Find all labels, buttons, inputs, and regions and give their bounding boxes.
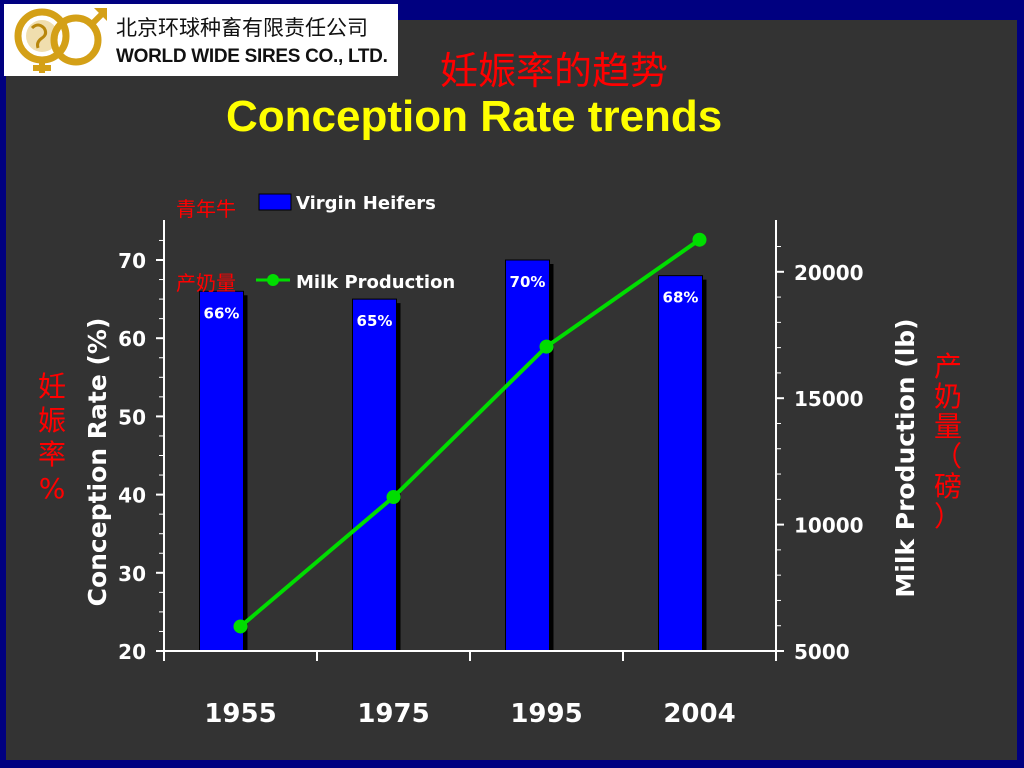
company-name-english: WORLD WIDE SIRES CO., LTD. — [116, 46, 388, 67]
gender-symbols-globe-icon — [14, 8, 107, 73]
virgin-heifers-chinese-label: 青年牛 — [176, 197, 236, 221]
bar — [505, 259, 550, 652]
right-axis-tick-label: 20000 — [794, 261, 864, 285]
right-axis-tick-label: 5000 — [794, 640, 850, 664]
legend-virgin-heifers-label: Virgin Heifers — [296, 193, 436, 214]
right-axis-chinese-char: （ — [934, 440, 962, 473]
milk-production-point — [692, 232, 707, 247]
right-axis-chinese-char: ） — [934, 500, 962, 533]
right-axis-tick-label: 15000 — [794, 387, 864, 411]
x-axis-tick-label: 1975 — [357, 699, 429, 729]
milk-production-point — [233, 619, 248, 634]
right-axis-tick-label: 10000 — [794, 514, 864, 538]
milk-production-chinese-label: 产奶量 — [176, 271, 236, 295]
x-axis-tick-label: 2004 — [663, 699, 735, 729]
left-axis-tick-label: 60 — [118, 327, 146, 351]
chart-axes: 20 30 40 50 60 70 5000 10000 15000 20000 1955 1975 1… — [83, 220, 920, 729]
left-axis-chinese-char: 娠 — [38, 404, 66, 437]
legend-virgin-heifers-swatch — [258, 193, 292, 211]
right-axis-chinese-char: 磅 — [934, 470, 962, 503]
x-axis-tick-label: 1995 — [510, 699, 582, 729]
left-axis-title: Conception Rate (%) — [83, 318, 112, 607]
bar — [658, 275, 703, 652]
right-axis-chinese-char: 量 — [934, 410, 962, 443]
bar-series: 66% 65% 70% 68% — [199, 259, 707, 652]
bar-data-label: 66% — [204, 304, 240, 322]
milk-production-point — [386, 490, 401, 505]
company-logo: 北京环球种畜有限责任公司 WORLD WIDE SIRES CO., LTD. — [4, 4, 398, 76]
left-axis-tick-label: 20 — [118, 640, 146, 664]
milk-production-point — [539, 339, 554, 354]
bar-data-label: 65% — [357, 312, 393, 330]
x-axis-tick-label: 1955 — [204, 699, 276, 729]
legend-milk-production-marker — [267, 274, 279, 286]
left-axis-tick-label: 50 — [118, 405, 146, 429]
bar-data-label: 68% — [663, 289, 699, 307]
milk-production-line — [239, 238, 701, 629]
left-axis-tick-label: 40 — [118, 484, 146, 508]
slide-title-chinese: 妊娠率的趋势 — [440, 49, 669, 93]
right-axis-title: Milk Production (lb) — [891, 318, 920, 597]
bar — [352, 298, 397, 652]
left-axis-tick-label: 30 — [118, 562, 146, 586]
bar-data-label: 70% — [510, 273, 546, 291]
left-axis-chinese-char: 妊 — [38, 370, 66, 403]
left-axis-chinese-char: % — [39, 472, 66, 505]
chart-legend: Virgin Heifers Milk Production — [256, 193, 455, 293]
left-axis-chinese-char: 率 — [38, 438, 66, 471]
left-axis-tick-label: 70 — [118, 249, 146, 273]
bar — [199, 290, 244, 652]
right-axis-chinese-char: 奶 — [934, 380, 962, 413]
legend-milk-production-label: Milk Production — [296, 272, 455, 293]
line-series — [233, 232, 707, 634]
right-axis-chinese-char: 产 — [934, 350, 962, 383]
slide-title-english: Conception Rate trends — [226, 92, 723, 141]
company-name-chinese: 北京环球种畜有限责任公司 — [116, 16, 368, 40]
